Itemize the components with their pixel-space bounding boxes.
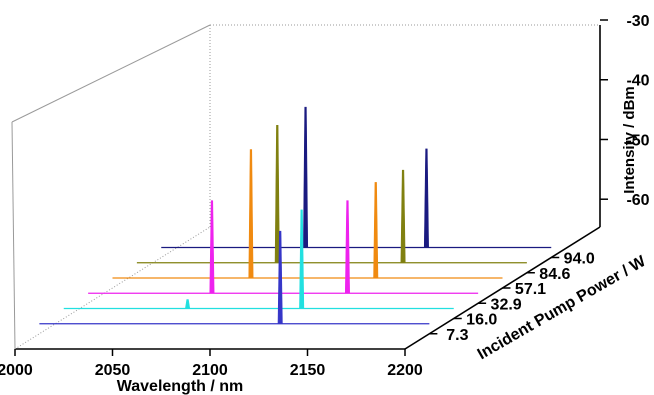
spectral-peak xyxy=(373,182,379,279)
z-tick-label: -40 xyxy=(626,73,649,90)
spectral-peak xyxy=(209,200,215,294)
trace-32.9 xyxy=(88,200,479,294)
left-floor-edge xyxy=(14,226,211,350)
spectral-peak xyxy=(400,169,406,264)
spectral-peak xyxy=(303,106,309,248)
x-tick-label: 2050 xyxy=(95,362,131,379)
x-axis-label: Wavelength / nm xyxy=(117,378,244,395)
spectral-peak xyxy=(423,148,429,248)
x-tick-label: 2200 xyxy=(387,362,423,379)
x-tick-label: 2100 xyxy=(192,362,228,379)
x-tick-label: 2150 xyxy=(290,362,326,379)
trace-84.6 xyxy=(136,125,527,264)
y-tick-label: 94.0 xyxy=(564,251,595,268)
trace-57.1 xyxy=(112,149,503,279)
spectral-peak xyxy=(299,209,305,309)
z-axis-label: Intensity / dBm xyxy=(621,86,638,194)
x-tick-label: 2000 xyxy=(0,362,33,379)
z-tick-label: -60 xyxy=(626,192,649,209)
left-wall-top-edge xyxy=(11,24,211,123)
y-tick-label: 7.3 xyxy=(446,327,468,344)
y-tick-label: 32.9 xyxy=(491,296,522,313)
z-tick-label: -50 xyxy=(626,132,649,149)
y-tick-label: 16.0 xyxy=(466,312,497,329)
spectral-peak xyxy=(277,230,283,325)
trace-7.3 xyxy=(39,230,430,325)
spectral-peak xyxy=(185,299,191,309)
y-tick-label: 84.6 xyxy=(539,266,570,283)
trace-16 xyxy=(63,209,454,310)
y-tick-label: 57.1 xyxy=(515,281,546,298)
spectral-peak xyxy=(248,149,254,279)
spectral-traces xyxy=(39,106,552,325)
left-wall-front-edge xyxy=(11,121,16,350)
z-tick-label: -30 xyxy=(626,13,649,30)
spectral-peak xyxy=(344,200,350,294)
spectral-peak xyxy=(274,125,280,264)
tick-marks xyxy=(14,19,608,356)
trace-94 xyxy=(161,106,552,249)
tick-labels: 2000 2050 2100 2150 2200 7.316.032.957.184.69… xyxy=(0,13,650,379)
